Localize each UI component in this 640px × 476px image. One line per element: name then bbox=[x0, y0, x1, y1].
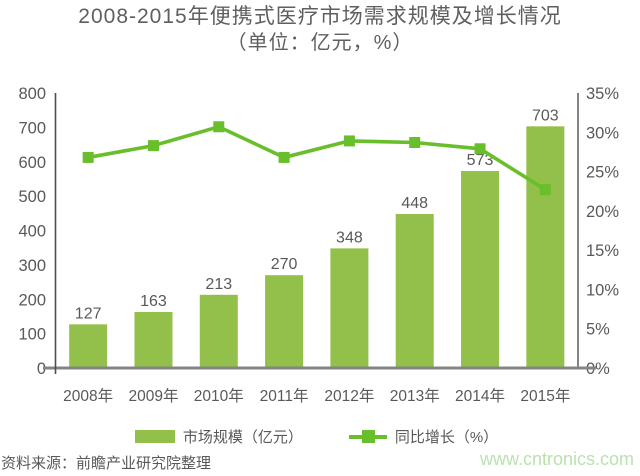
right-axis-tick-label: 30% bbox=[586, 124, 619, 142]
left-axis-tick-label: 100 bbox=[18, 326, 46, 344]
right-axis-tick-label: 20% bbox=[586, 203, 619, 221]
source-note: 资料来源：前瞻产业研究院整理 bbox=[1, 455, 212, 472]
left-axis-tick-label: 0 bbox=[37, 360, 46, 378]
growth-marker-2014年[interactable] bbox=[474, 143, 486, 155]
bar-2009年[interactable] bbox=[134, 311, 173, 368]
x-axis-label: 2010年 bbox=[194, 387, 244, 405]
bar-value-label: 348 bbox=[336, 229, 363, 246]
line-swatch-marker bbox=[361, 430, 375, 443]
chart-legend: 市场规模（亿元） 同比增长（%） bbox=[55, 426, 578, 447]
x-axis-label: 2008年 bbox=[63, 387, 113, 405]
right-axis-tick-label: 35% bbox=[586, 85, 619, 103]
legend-item-market-size: 市场规模（亿元） bbox=[134, 426, 303, 447]
right-axis-tick-label: 15% bbox=[586, 242, 619, 260]
x-axis-label: 2009年 bbox=[128, 387, 178, 405]
legend-item-growth: 同比增长（%） bbox=[348, 426, 499, 447]
bar-2014年[interactable] bbox=[461, 171, 500, 368]
growth-marker-2012年[interactable] bbox=[343, 135, 355, 147]
growth-marker-2010年[interactable] bbox=[213, 121, 225, 133]
bar-2015年[interactable] bbox=[526, 126, 565, 368]
chart-title-line1: 2008-2015年便携式医疗市场需求规模及增长情况 bbox=[78, 5, 562, 28]
left-axis-tick-label: 300 bbox=[18, 257, 46, 275]
chart-title: 2008-2015年便携式医疗市场需求规模及增长情况 （单位：亿元，%） bbox=[0, 3, 640, 56]
x-axis-label: 2011年 bbox=[260, 387, 309, 405]
x-axis-label: 2012年 bbox=[324, 387, 374, 405]
bar-2008年[interactable] bbox=[69, 324, 108, 368]
legend-bar-label: 市场规模（亿元） bbox=[182, 429, 303, 446]
left-axis-tick-label: 500 bbox=[18, 188, 46, 206]
bar-2012年[interactable] bbox=[330, 248, 369, 368]
bar-value-label: 127 bbox=[75, 305, 102, 322]
left-axis-tick-label: 400 bbox=[18, 223, 46, 241]
website-link[interactable]: www.cntronics.com bbox=[479, 449, 634, 469]
bar-value-label: 573 bbox=[467, 152, 494, 169]
x-axis-label: 2013年 bbox=[390, 387, 440, 405]
line-swatch-icon bbox=[348, 430, 387, 443]
right-axis-tick-label: 5% bbox=[586, 321, 610, 339]
bar-swatch-icon bbox=[134, 430, 175, 443]
bar-2010年[interactable] bbox=[199, 294, 238, 368]
right-axis-tick-label: 10% bbox=[586, 281, 619, 299]
growth-marker-2008年[interactable] bbox=[82, 151, 94, 163]
bar-value-label: 213 bbox=[205, 276, 232, 293]
left-axis-tick-label: 600 bbox=[18, 154, 46, 172]
x-axis-label: 2014年 bbox=[455, 387, 505, 405]
left-axis-tick-label: 700 bbox=[18, 119, 46, 137]
growth-line bbox=[87, 124, 547, 192]
right-axis-tick-label: 25% bbox=[586, 164, 619, 182]
legend-line-label: 同比增长（%） bbox=[394, 429, 499, 446]
growth-marker-2009年[interactable] bbox=[147, 140, 159, 152]
bar-value-label: 163 bbox=[140, 293, 167, 310]
growth-marker-2015年[interactable] bbox=[539, 184, 551, 196]
chart-title-line2: （单位：亿元，%） bbox=[226, 32, 414, 54]
bar-value-label: 270 bbox=[271, 256, 298, 273]
bar-value-label: 448 bbox=[401, 195, 428, 212]
growth-marker-2013年[interactable] bbox=[409, 137, 421, 148]
growth-marker-2011年[interactable] bbox=[278, 151, 290, 163]
bar-2011年[interactable] bbox=[265, 275, 304, 368]
bar-2013年[interactable] bbox=[395, 214, 434, 368]
left-axis-tick-label: 800 bbox=[18, 85, 46, 103]
bar-value-label: 703 bbox=[532, 107, 559, 124]
x-axis-label: 2015年 bbox=[520, 387, 570, 405]
right-axis-tick-label: 0% bbox=[586, 360, 610, 378]
left-axis-tick-label: 200 bbox=[18, 291, 46, 309]
